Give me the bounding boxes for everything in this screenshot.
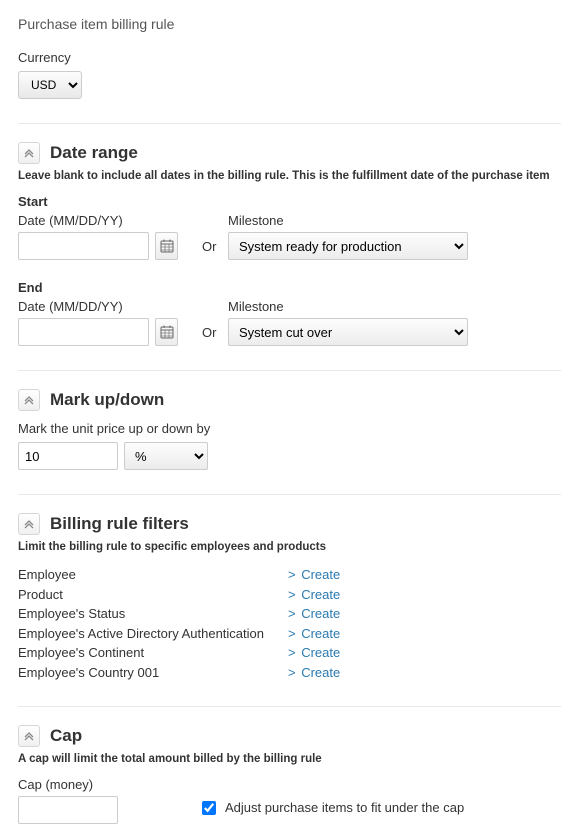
end-date-label: Date (MM/DD/YY) xyxy=(18,299,178,314)
start-date-input[interactable] xyxy=(18,232,149,260)
filter-label: Employee's Active Directory Authenticati… xyxy=(18,624,288,644)
filter-row: Employee> Create xyxy=(18,565,561,585)
section-title-markup: Mark up/down xyxy=(50,390,164,410)
start-milestone-select[interactable]: System ready for production xyxy=(228,232,468,260)
markup-value-input[interactable] xyxy=(18,442,118,470)
adjust-label: Adjust purchase items to fit under the c… xyxy=(225,800,464,815)
milestone-label: Milestone xyxy=(228,213,561,228)
calendar-icon[interactable] xyxy=(155,232,178,260)
section-subtitle-daterange: Leave blank to include all dates in the … xyxy=(18,170,561,182)
filter-label: Employee's Continent xyxy=(18,643,288,663)
filter-label: Employee xyxy=(18,565,288,585)
filter-label: Employee's Country 001 xyxy=(18,663,288,683)
markup-subtitle: Mark the unit price up or down by xyxy=(18,421,561,436)
filter-row: Employee's Country 001> Create xyxy=(18,663,561,683)
milestone-label: Milestone xyxy=(228,299,561,314)
section-subtitle-cap: A cap will limit the total amount billed… xyxy=(18,753,561,765)
filter-row: Employee's Continent> Create xyxy=(18,643,561,663)
section-title-daterange: Date range xyxy=(50,143,138,163)
create-link[interactable]: > Create xyxy=(288,585,340,605)
collapse-button-filters[interactable] xyxy=(18,513,40,535)
filter-row: Product> Create xyxy=(18,585,561,605)
currency-label: Currency xyxy=(18,50,561,65)
create-link[interactable]: > Create xyxy=(288,565,340,585)
filter-label: Product xyxy=(18,585,288,605)
section-title-filters: Billing rule filters xyxy=(50,514,189,534)
calendar-icon[interactable] xyxy=(155,318,178,346)
create-link[interactable]: > Create xyxy=(288,604,340,624)
collapse-button-cap[interactable] xyxy=(18,725,40,747)
adjust-checkbox[interactable] xyxy=(202,801,216,815)
page-title: Purchase item billing rule xyxy=(18,16,561,32)
collapse-button-daterange[interactable] xyxy=(18,142,40,164)
create-link[interactable]: > Create xyxy=(288,624,340,644)
start-heading: Start xyxy=(18,194,561,209)
or-label: Or xyxy=(188,239,218,260)
section-subtitle-filters: Limit the billing rule to specific emplo… xyxy=(18,541,561,553)
cap-value-input[interactable] xyxy=(18,796,118,824)
create-link[interactable]: > Create xyxy=(288,643,340,663)
or-label: Or xyxy=(188,325,218,346)
create-link[interactable]: > Create xyxy=(288,663,340,683)
currency-select[interactable]: USD xyxy=(18,71,82,99)
end-milestone-select[interactable]: System cut over xyxy=(228,318,468,346)
filter-row: Employee's Status> Create xyxy=(18,604,561,624)
section-title-cap: Cap xyxy=(50,726,82,746)
end-heading: End xyxy=(18,280,561,295)
collapse-button-markup[interactable] xyxy=(18,389,40,411)
end-date-input[interactable] xyxy=(18,318,149,346)
filter-row: Employee's Active Directory Authenticati… xyxy=(18,624,561,644)
start-date-label: Date (MM/DD/YY) xyxy=(18,213,178,228)
filter-label: Employee's Status xyxy=(18,604,288,624)
markup-unit-select[interactable]: % xyxy=(124,442,208,470)
